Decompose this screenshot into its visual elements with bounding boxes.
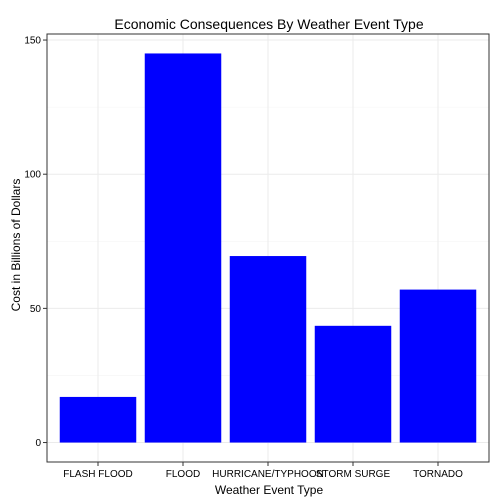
y-tick-label: 50: [30, 304, 42, 315]
bars: [59, 53, 477, 443]
bar-tornado: [399, 289, 477, 443]
y-axis: 0 50 100 150: [24, 36, 47, 449]
y-tick-label: 150: [24, 36, 41, 47]
y-tick-label: 100: [24, 170, 41, 181]
bar-hurricane-typhoon: [229, 256, 307, 443]
x-axis-title: Weather Event Type: [215, 483, 324, 497]
chart-title: Economic Consequences By Weather Event T…: [114, 16, 423, 32]
x-tick-label: FLASH FLOOD: [63, 469, 132, 480]
bar-storm-surge: [314, 325, 392, 443]
x-tick-label: STORM SURGE: [316, 469, 391, 480]
x-tick-label: TORNADO: [413, 469, 463, 480]
y-tick-label: 0: [35, 438, 41, 449]
bar-flash-flood: [59, 396, 137, 443]
bar-flood: [144, 53, 222, 443]
x-tick-label: HURRICANE/TYPHOON: [212, 469, 324, 480]
x-tick-label: FLOOD: [166, 469, 200, 480]
y-axis-title: Cost in Billions of Dollars: [9, 179, 23, 312]
